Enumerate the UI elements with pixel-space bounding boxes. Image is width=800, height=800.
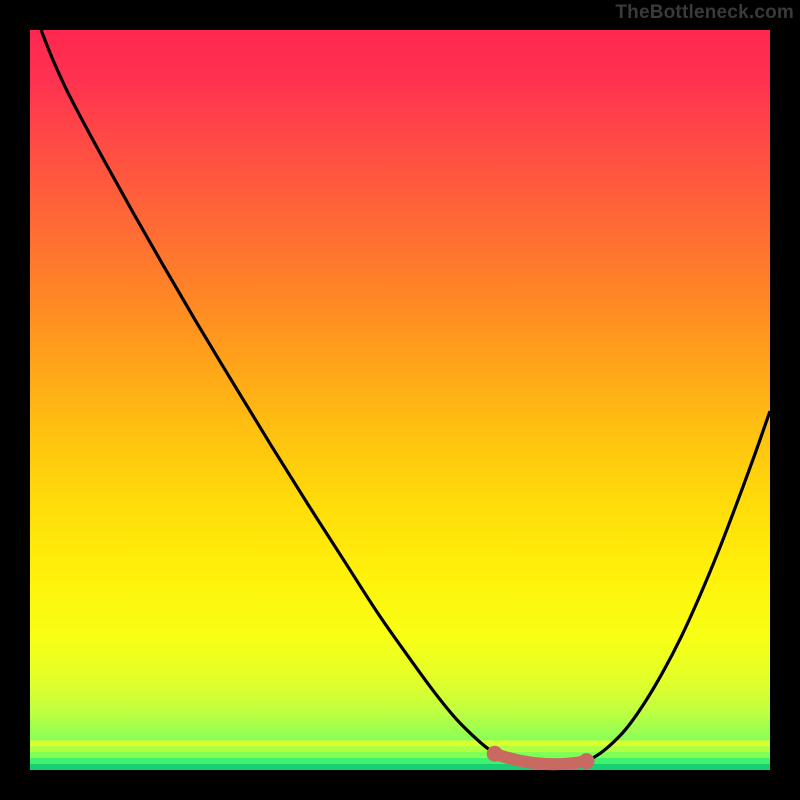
bottleneck-curve-chart [0,0,800,800]
attribution-label: TheBottleneck.com [615,2,794,24]
chart-stage: TheBottleneck.com [0,0,800,800]
chart-plot-background [30,30,770,770]
green-band-stripes [30,740,770,770]
